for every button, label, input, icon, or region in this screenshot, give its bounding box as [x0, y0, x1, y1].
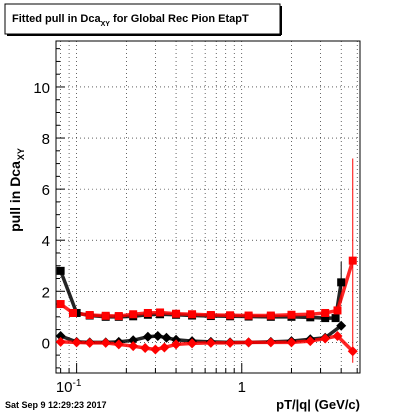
data-point-diamond [225, 337, 236, 348]
data-point-diamond [205, 337, 216, 348]
data-point-diamond [84, 337, 95, 348]
data-point-square [101, 311, 110, 320]
data-point-square [85, 311, 94, 320]
data-point-diamond [187, 338, 198, 349]
data-point-diamond [286, 337, 297, 348]
data-point-diamond [100, 337, 111, 348]
series-band [58, 269, 79, 315]
axis-layer: 0 2 4 6 8 10 10-1 1 [33, 48, 358, 396]
data-point-diamond [265, 337, 276, 348]
y-tick-label: 10 [33, 80, 50, 97]
y-tick-label: 6 [42, 182, 50, 199]
data-point-diamond [71, 337, 82, 348]
x-tick-label: 10-1 [56, 378, 82, 396]
data-point-diamond [55, 336, 66, 347]
data-point-diamond [243, 337, 254, 348]
data-point-diamond [113, 339, 124, 350]
data-point-square [287, 310, 296, 319]
data-point-diamond [336, 320, 347, 331]
data-point-diamond [142, 331, 153, 342]
y-tick-label: 2 [42, 284, 50, 301]
data-point-diamond [347, 346, 358, 357]
data-point-diamond [171, 339, 182, 350]
y-tick-label: 4 [42, 233, 50, 250]
data-point-square [56, 266, 65, 275]
timestamp: Sat Sep 9 12:29:23 2017 [5, 400, 107, 410]
data-point-square [68, 308, 77, 317]
data-point-square [56, 300, 65, 309]
data-point-square [321, 314, 330, 323]
chart-title: Fitted pull in DcaXY for Global Rec Pion… [12, 13, 249, 28]
title-box: Fitted pull in DcaXY for Global Rec Pion… [4, 3, 282, 36]
data-point-square [206, 311, 215, 320]
data-point-diamond [320, 333, 331, 344]
marker-layer [55, 256, 358, 357]
grid-layer [56, 41, 360, 373]
data-point-diamond [140, 342, 151, 353]
data-point-diamond [152, 330, 163, 341]
data-point-diamond [159, 342, 170, 353]
data-point-diamond [150, 344, 161, 355]
data-point-diamond [305, 336, 316, 347]
x-axis-label: pT/|q| (GeV/c) [276, 397, 360, 412]
data-point-square [348, 256, 357, 265]
data-point-diamond [128, 341, 139, 352]
data-point-diamond [332, 330, 343, 341]
data-point-square [172, 309, 181, 318]
data-point-diamond [128, 335, 139, 346]
plot-frame [55, 40, 361, 374]
data-point-square [306, 310, 315, 319]
y-tick-label: 8 [42, 131, 50, 148]
y-axis-label: pull in DcaXY [7, 148, 26, 232]
data-point-square [333, 306, 342, 315]
data-point-square [156, 308, 165, 317]
x-tick-label: 1 [238, 379, 246, 396]
data-point-square [129, 310, 138, 319]
data-point-square [244, 311, 253, 320]
data-point-square [321, 308, 330, 317]
y-tick-label: 0 [42, 335, 50, 352]
data-point-square [114, 312, 123, 321]
data-point-square [266, 311, 275, 320]
data-point-square [337, 278, 346, 287]
series-band [335, 334, 355, 354]
data-point-diamond [161, 332, 172, 343]
data-point-square [331, 314, 340, 323]
data-point-square [188, 310, 197, 319]
data-point-square [226, 311, 235, 320]
data-point-square [143, 308, 152, 317]
data-point-diamond [55, 330, 66, 341]
